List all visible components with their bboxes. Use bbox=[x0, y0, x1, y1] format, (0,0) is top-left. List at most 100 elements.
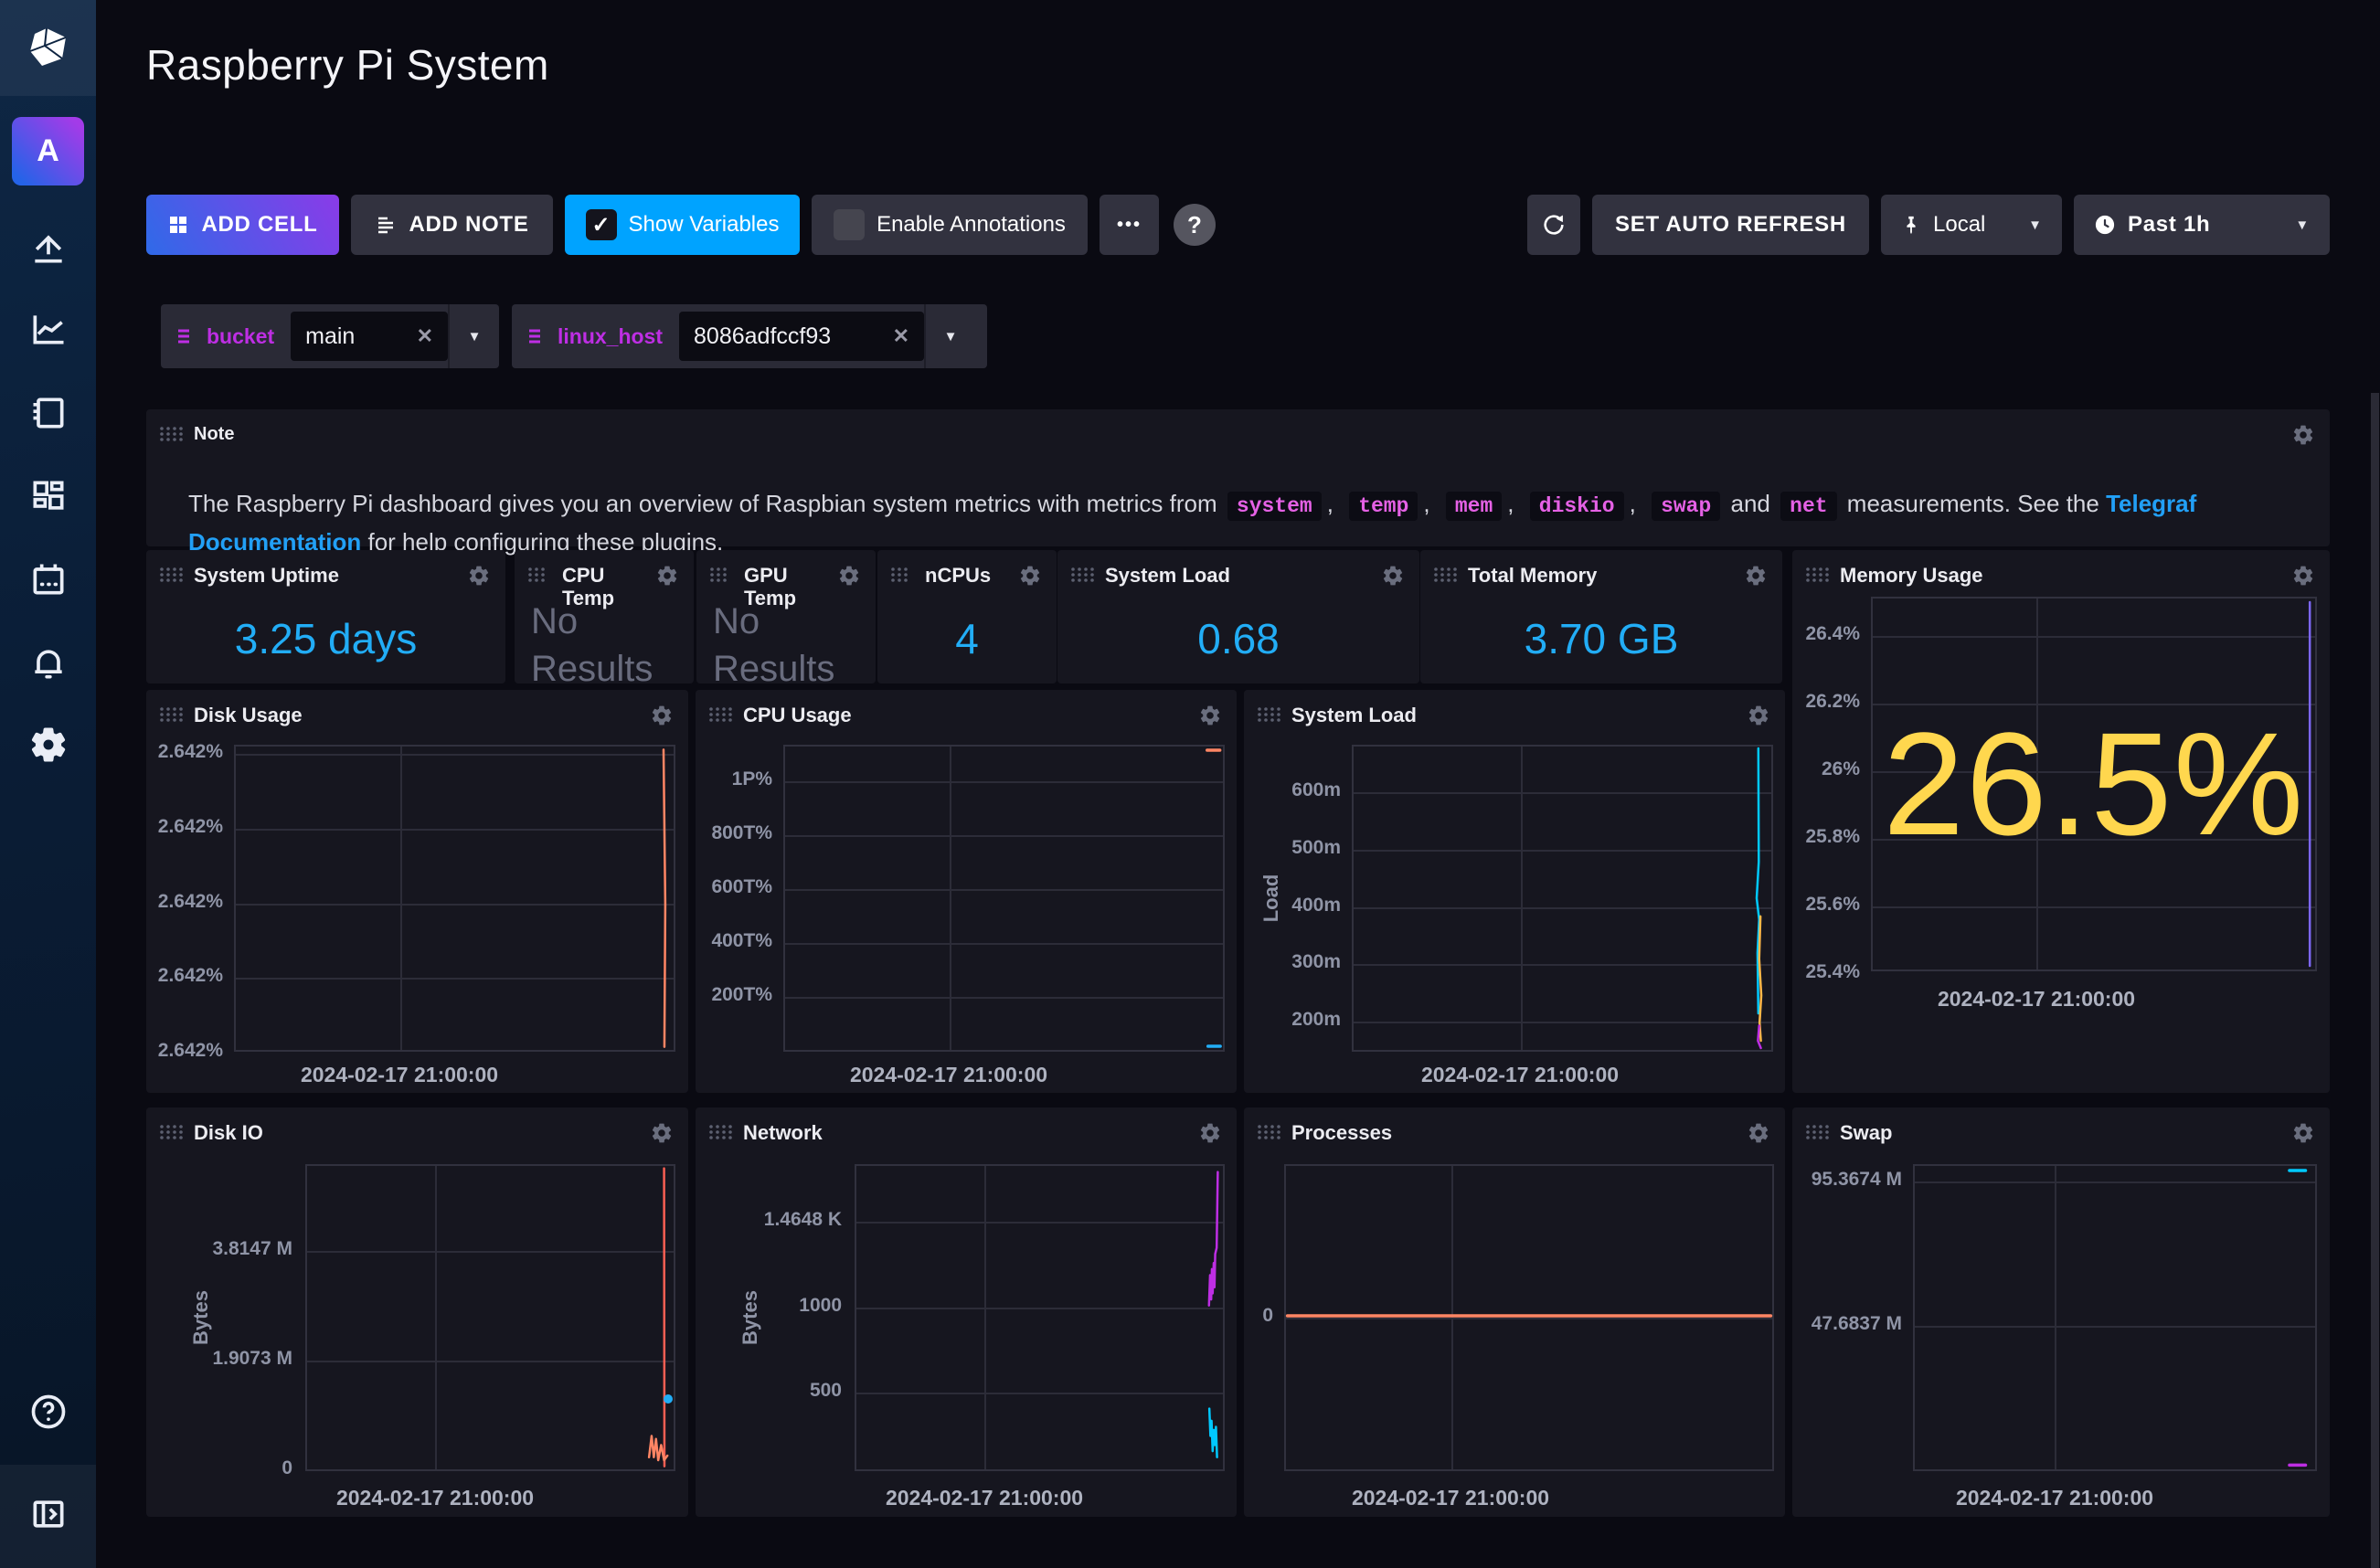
cell-title: nCPUs bbox=[925, 564, 992, 587]
gear-icon[interactable] bbox=[2291, 423, 2315, 447]
gear-icon[interactable] bbox=[2291, 1121, 2315, 1145]
variable-linux-host-value[interactable]: 8086adfccf93 ✕ bbox=[679, 312, 925, 361]
chart-canvas-system-load[interactable] bbox=[1352, 745, 1773, 1052]
drag-handle-icon[interactable] bbox=[709, 567, 733, 583]
chart-canvas-cpu-usage[interactable] bbox=[783, 745, 1225, 1052]
enable-annotations-toggle[interactable]: Enable Annotations bbox=[812, 195, 1088, 255]
sidebar-item-tasks[interactable] bbox=[0, 538, 96, 620]
variable-bucket-caret[interactable]: ▼ bbox=[448, 304, 499, 368]
clock-icon bbox=[2095, 215, 2115, 235]
scrollbar-thumb[interactable] bbox=[2371, 393, 2379, 1568]
add-note-button[interactable]: ADD NOTE bbox=[351, 195, 553, 255]
drag-handle-icon[interactable] bbox=[527, 567, 551, 583]
gear-icon[interactable] bbox=[1198, 704, 1222, 727]
add-note-icon bbox=[378, 217, 394, 234]
drag-handle-icon[interactable] bbox=[1257, 1124, 1280, 1140]
measurement-tag: temp bbox=[1349, 492, 1418, 521]
chevron-down-icon: ▼ bbox=[2295, 217, 2310, 233]
cell-title: Total Memory bbox=[1468, 564, 1598, 587]
influxdb-logo-icon bbox=[29, 27, 66, 66]
y-tick: 95.3674 M bbox=[1811, 1169, 1902, 1190]
chart-canvas-disk-io[interactable] bbox=[305, 1164, 675, 1471]
y-tick: 25.8% bbox=[1805, 826, 1860, 847]
y-tick: 0 bbox=[1262, 1305, 1273, 1326]
sidebar-item-upload[interactable] bbox=[0, 207, 96, 289]
add-cell-button[interactable]: ADD CELL bbox=[146, 195, 339, 255]
gear-icon[interactable] bbox=[2291, 564, 2315, 588]
y-tick: 47.6837 M bbox=[1811, 1313, 1902, 1334]
measurement-tag: swap bbox=[1652, 492, 1721, 521]
gear-icon[interactable] bbox=[1747, 1121, 1770, 1145]
y-tick: 500m bbox=[1291, 837, 1341, 858]
time-range-dropdown[interactable]: Past 1h ▼ bbox=[2074, 195, 2330, 255]
drag-handle-icon[interactable] bbox=[159, 1124, 183, 1140]
drag-handle-icon[interactable] bbox=[1257, 706, 1280, 723]
gear-icon[interactable] bbox=[650, 1121, 674, 1145]
gear-icon[interactable] bbox=[1198, 1121, 1222, 1145]
gear-icon[interactable] bbox=[837, 564, 861, 588]
drag-handle-icon[interactable] bbox=[159, 426, 183, 442]
drag-handle-icon[interactable] bbox=[159, 706, 183, 723]
clear-icon[interactable]: ✕ bbox=[892, 324, 910, 347]
sidebar-item-settings[interactable] bbox=[0, 704, 96, 786]
variable-linux-host-caret[interactable]: ▼ bbox=[924, 304, 975, 368]
chart-canvas-swap[interactable] bbox=[1913, 1164, 2317, 1471]
variable-bucket-value[interactable]: main ✕ bbox=[291, 312, 449, 361]
chart-canvas-network[interactable] bbox=[855, 1164, 1225, 1471]
gear-icon[interactable] bbox=[655, 564, 679, 588]
sidebar-item-dashboards[interactable] bbox=[0, 455, 96, 537]
gear-icon[interactable] bbox=[1018, 564, 1042, 588]
help-button[interactable]: ? bbox=[1174, 204, 1216, 246]
y-tick: 2.642% bbox=[157, 1040, 223, 1061]
y-tick: 2.642% bbox=[157, 741, 223, 762]
sidebar-item-help[interactable] bbox=[0, 1371, 96, 1453]
variable-linux-host: linux_host 8086adfccf93 ✕ ▼ bbox=[512, 304, 987, 368]
stat-value: 3.70 GB bbox=[1524, 615, 1679, 662]
y-axis-label: Bytes bbox=[189, 1290, 212, 1345]
y-tick: 26.2% bbox=[1805, 691, 1860, 712]
no-results-text: No Results bbox=[531, 601, 653, 689]
gear-icon[interactable] bbox=[650, 704, 674, 727]
influxdb-logo[interactable] bbox=[0, 0, 96, 96]
set-auto-refresh-button[interactable]: SET AUTO REFRESH bbox=[1592, 195, 1869, 255]
y-tick: 1.4648 K bbox=[763, 1209, 842, 1230]
sidebar-item-data-explorer[interactable] bbox=[0, 288, 96, 370]
x-axis-label: 2024-02-17 21:00:00 bbox=[1955, 1486, 2154, 1510]
show-variables-label: Show Variables bbox=[628, 212, 780, 237]
gear-icon[interactable] bbox=[1747, 704, 1770, 727]
variable-linux-host-label: linux_host bbox=[512, 324, 679, 349]
chart-canvas-disk-usage[interactable] bbox=[234, 745, 675, 1052]
gear-icon[interactable] bbox=[467, 564, 491, 588]
y-tick: 25.4% bbox=[1805, 961, 1860, 982]
drag-handle-icon[interactable] bbox=[1433, 567, 1457, 583]
sidebar-item-alerts[interactable] bbox=[0, 622, 96, 705]
drag-handle-icon[interactable] bbox=[708, 1124, 732, 1140]
drag-handle-icon[interactable] bbox=[159, 567, 183, 583]
drag-handle-icon[interactable] bbox=[1805, 567, 1829, 583]
y-tick: 200T% bbox=[711, 984, 772, 1005]
set-auto-refresh-label: SET AUTO REFRESH bbox=[1615, 212, 1846, 237]
cell-title: Disk Usage bbox=[194, 704, 303, 726]
refresh-button[interactable] bbox=[1527, 195, 1580, 255]
timezone-dropdown[interactable]: Local ▼ bbox=[1881, 195, 2062, 255]
no-results-text: No Results bbox=[713, 601, 835, 689]
cell-ncpus: nCPUs 4 bbox=[877, 550, 1057, 683]
nav-sidebar: A bbox=[0, 0, 96, 1568]
drag-handle-icon[interactable] bbox=[708, 706, 732, 723]
sidebar-item-notebooks[interactable] bbox=[0, 372, 96, 454]
sidebar-item-expand[interactable] bbox=[0, 1473, 96, 1555]
cell-system-load-stat: System Load 0.68 bbox=[1057, 550, 1419, 683]
linux-host-value-text: 8086adfccf93 bbox=[694, 323, 832, 349]
drag-handle-icon[interactable] bbox=[890, 567, 914, 583]
show-variables-toggle[interactable]: ✓ Show Variables bbox=[565, 195, 800, 255]
drag-handle-icon[interactable] bbox=[1070, 567, 1094, 583]
gear-icon[interactable] bbox=[1381, 564, 1405, 588]
clear-icon[interactable]: ✕ bbox=[416, 324, 434, 347]
more-options-button[interactable]: ••• bbox=[1100, 195, 1159, 255]
chart-canvas-processes[interactable] bbox=[1284, 1164, 1774, 1471]
drag-handle-icon[interactable] bbox=[1805, 1124, 1829, 1140]
page-title: Raspberry Pi System bbox=[146, 41, 549, 89]
gear-icon[interactable] bbox=[1744, 564, 1768, 588]
avatar[interactable]: A bbox=[12, 117, 84, 185]
chart-canvas-memory-usage[interactable]: 26.5% bbox=[1871, 597, 2317, 971]
